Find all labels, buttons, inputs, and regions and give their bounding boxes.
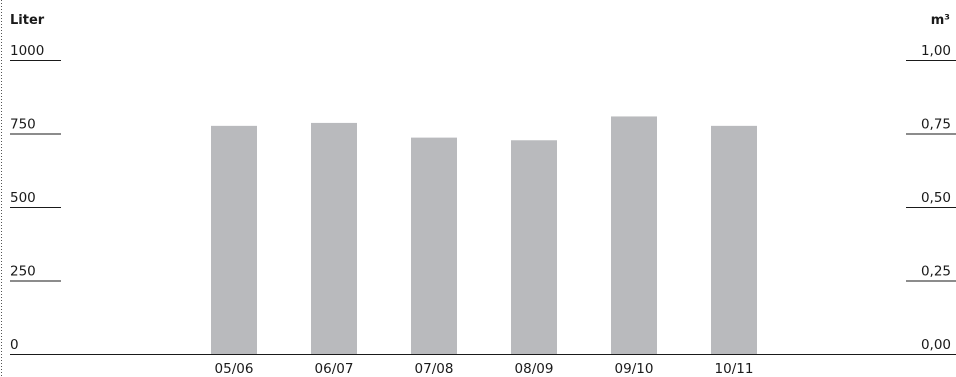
left-tick-label: 500: [10, 190, 36, 206]
x-tick-label: 06/07: [315, 361, 354, 377]
left-tick-label: 0: [10, 337, 19, 353]
bars: [211, 116, 757, 354]
right-tick-label: 0,25: [921, 264, 951, 280]
x-tick-label: 08/09: [515, 361, 554, 377]
left-tick-label: 250: [10, 264, 36, 280]
left-unit-label: Liter: [10, 13, 45, 28]
right-tick-label: 0,75: [921, 117, 951, 133]
bar-07-08: [411, 137, 457, 354]
right-axis-ticks: 0,00 0,25 0,50 0,75 1,00: [906, 43, 956, 353]
left-axis-ticks: 0 250 500 750 1000: [10, 43, 61, 353]
category-labels: 05/06 06/07 07/08 08/09 09/10 10/11: [215, 361, 754, 377]
right-tick-label: 1,00: [921, 43, 951, 59]
left-tick-label: 750: [10, 117, 36, 133]
bar-09-10: [611, 116, 657, 354]
x-tick-label: 09/10: [615, 361, 654, 377]
x-tick-label: 10/11: [715, 361, 754, 377]
x-tick-label: 05/06: [215, 361, 254, 377]
right-tick-label: 0,50: [921, 190, 951, 206]
left-tick-label: 1000: [10, 43, 44, 59]
x-tick-label: 07/08: [415, 361, 454, 377]
right-tick-label: 0,00: [921, 337, 951, 353]
bar-05-06: [211, 125, 257, 354]
bar-08-09: [511, 140, 557, 354]
bar-10-11: [711, 125, 757, 354]
right-unit-label: m³: [931, 13, 950, 28]
bar-06-07: [311, 122, 357, 354]
